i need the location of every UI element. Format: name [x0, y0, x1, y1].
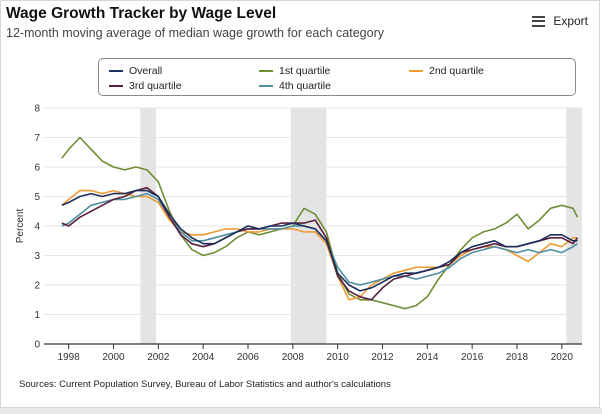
legend-swatch	[409, 70, 423, 72]
x-tick-label: 2006	[237, 352, 260, 363]
series-line-1st-quartile	[61, 136, 579, 310]
series-line-3rd-quartile	[61, 186, 579, 301]
x-tick-label: 2004	[192, 352, 215, 363]
legend-swatch	[109, 85, 123, 87]
y-tick-label: 7	[34, 133, 40, 144]
y-tick-label: 0	[34, 340, 40, 351]
x-tick-label: 2012	[371, 352, 394, 363]
x-tick-label: 2000	[102, 352, 125, 363]
legend-swatch	[259, 70, 273, 72]
legend-label: 3rd quartile	[129, 80, 182, 92]
x-tick-label: 2010	[327, 352, 350, 363]
x-tick-label: 2008	[282, 352, 305, 363]
sources-note: Sources: Current Population Survey, Bure…	[19, 379, 391, 390]
x-tick-label: 2002	[147, 352, 170, 363]
menu-icon	[532, 15, 546, 27]
legend-swatch	[109, 70, 123, 72]
y-tick-label: 1	[34, 310, 40, 321]
legend-label: Overall	[129, 65, 163, 77]
export-button[interactable]: Export	[532, 14, 588, 28]
legend-item-overall[interactable]: Overall	[109, 65, 162, 77]
y-tick-label: 6	[34, 163, 40, 174]
legend-label: 1st quartile	[279, 65, 331, 77]
x-tick-label: 2020	[551, 352, 574, 363]
legend-item-3rd-quartile[interactable]: 3rd quartile	[109, 80, 182, 92]
legend-label: 2nd quartile	[429, 65, 484, 77]
legend-label: 4th quartile	[279, 80, 331, 92]
page-bottom-edge	[0, 408, 602, 414]
legend-item-2nd-quartile[interactable]: 2nd quartile	[409, 65, 484, 77]
y-axis-label: Percent	[15, 209, 26, 244]
y-tick-label: 3	[34, 251, 40, 262]
x-tick-label: 2018	[506, 352, 529, 363]
y-tick-label: 8	[34, 104, 40, 115]
legend-swatch	[259, 85, 273, 87]
y-tick-label: 4	[34, 222, 40, 233]
legend-item-4th-quartile[interactable]: 4th quartile	[259, 80, 331, 92]
legend-item-1st-quartile[interactable]: 1st quartile	[259, 65, 330, 77]
chart-subtitle: 12-month moving average of median wage g…	[6, 26, 384, 40]
y-tick-label: 2	[34, 281, 40, 292]
x-tick-label: 2014	[416, 352, 439, 363]
x-tick-label: 2016	[461, 352, 484, 363]
series-line-overall	[61, 189, 578, 292]
chart-legend: Overall 1st quartile 2nd quartile 3rd quart…	[98, 58, 576, 96]
y-tick-label: 5	[34, 192, 40, 203]
export-label: Export	[553, 14, 588, 28]
x-tick-label: 1998	[58, 352, 81, 363]
chart-title: Wage Growth Tracker by Wage Level	[6, 5, 277, 22]
